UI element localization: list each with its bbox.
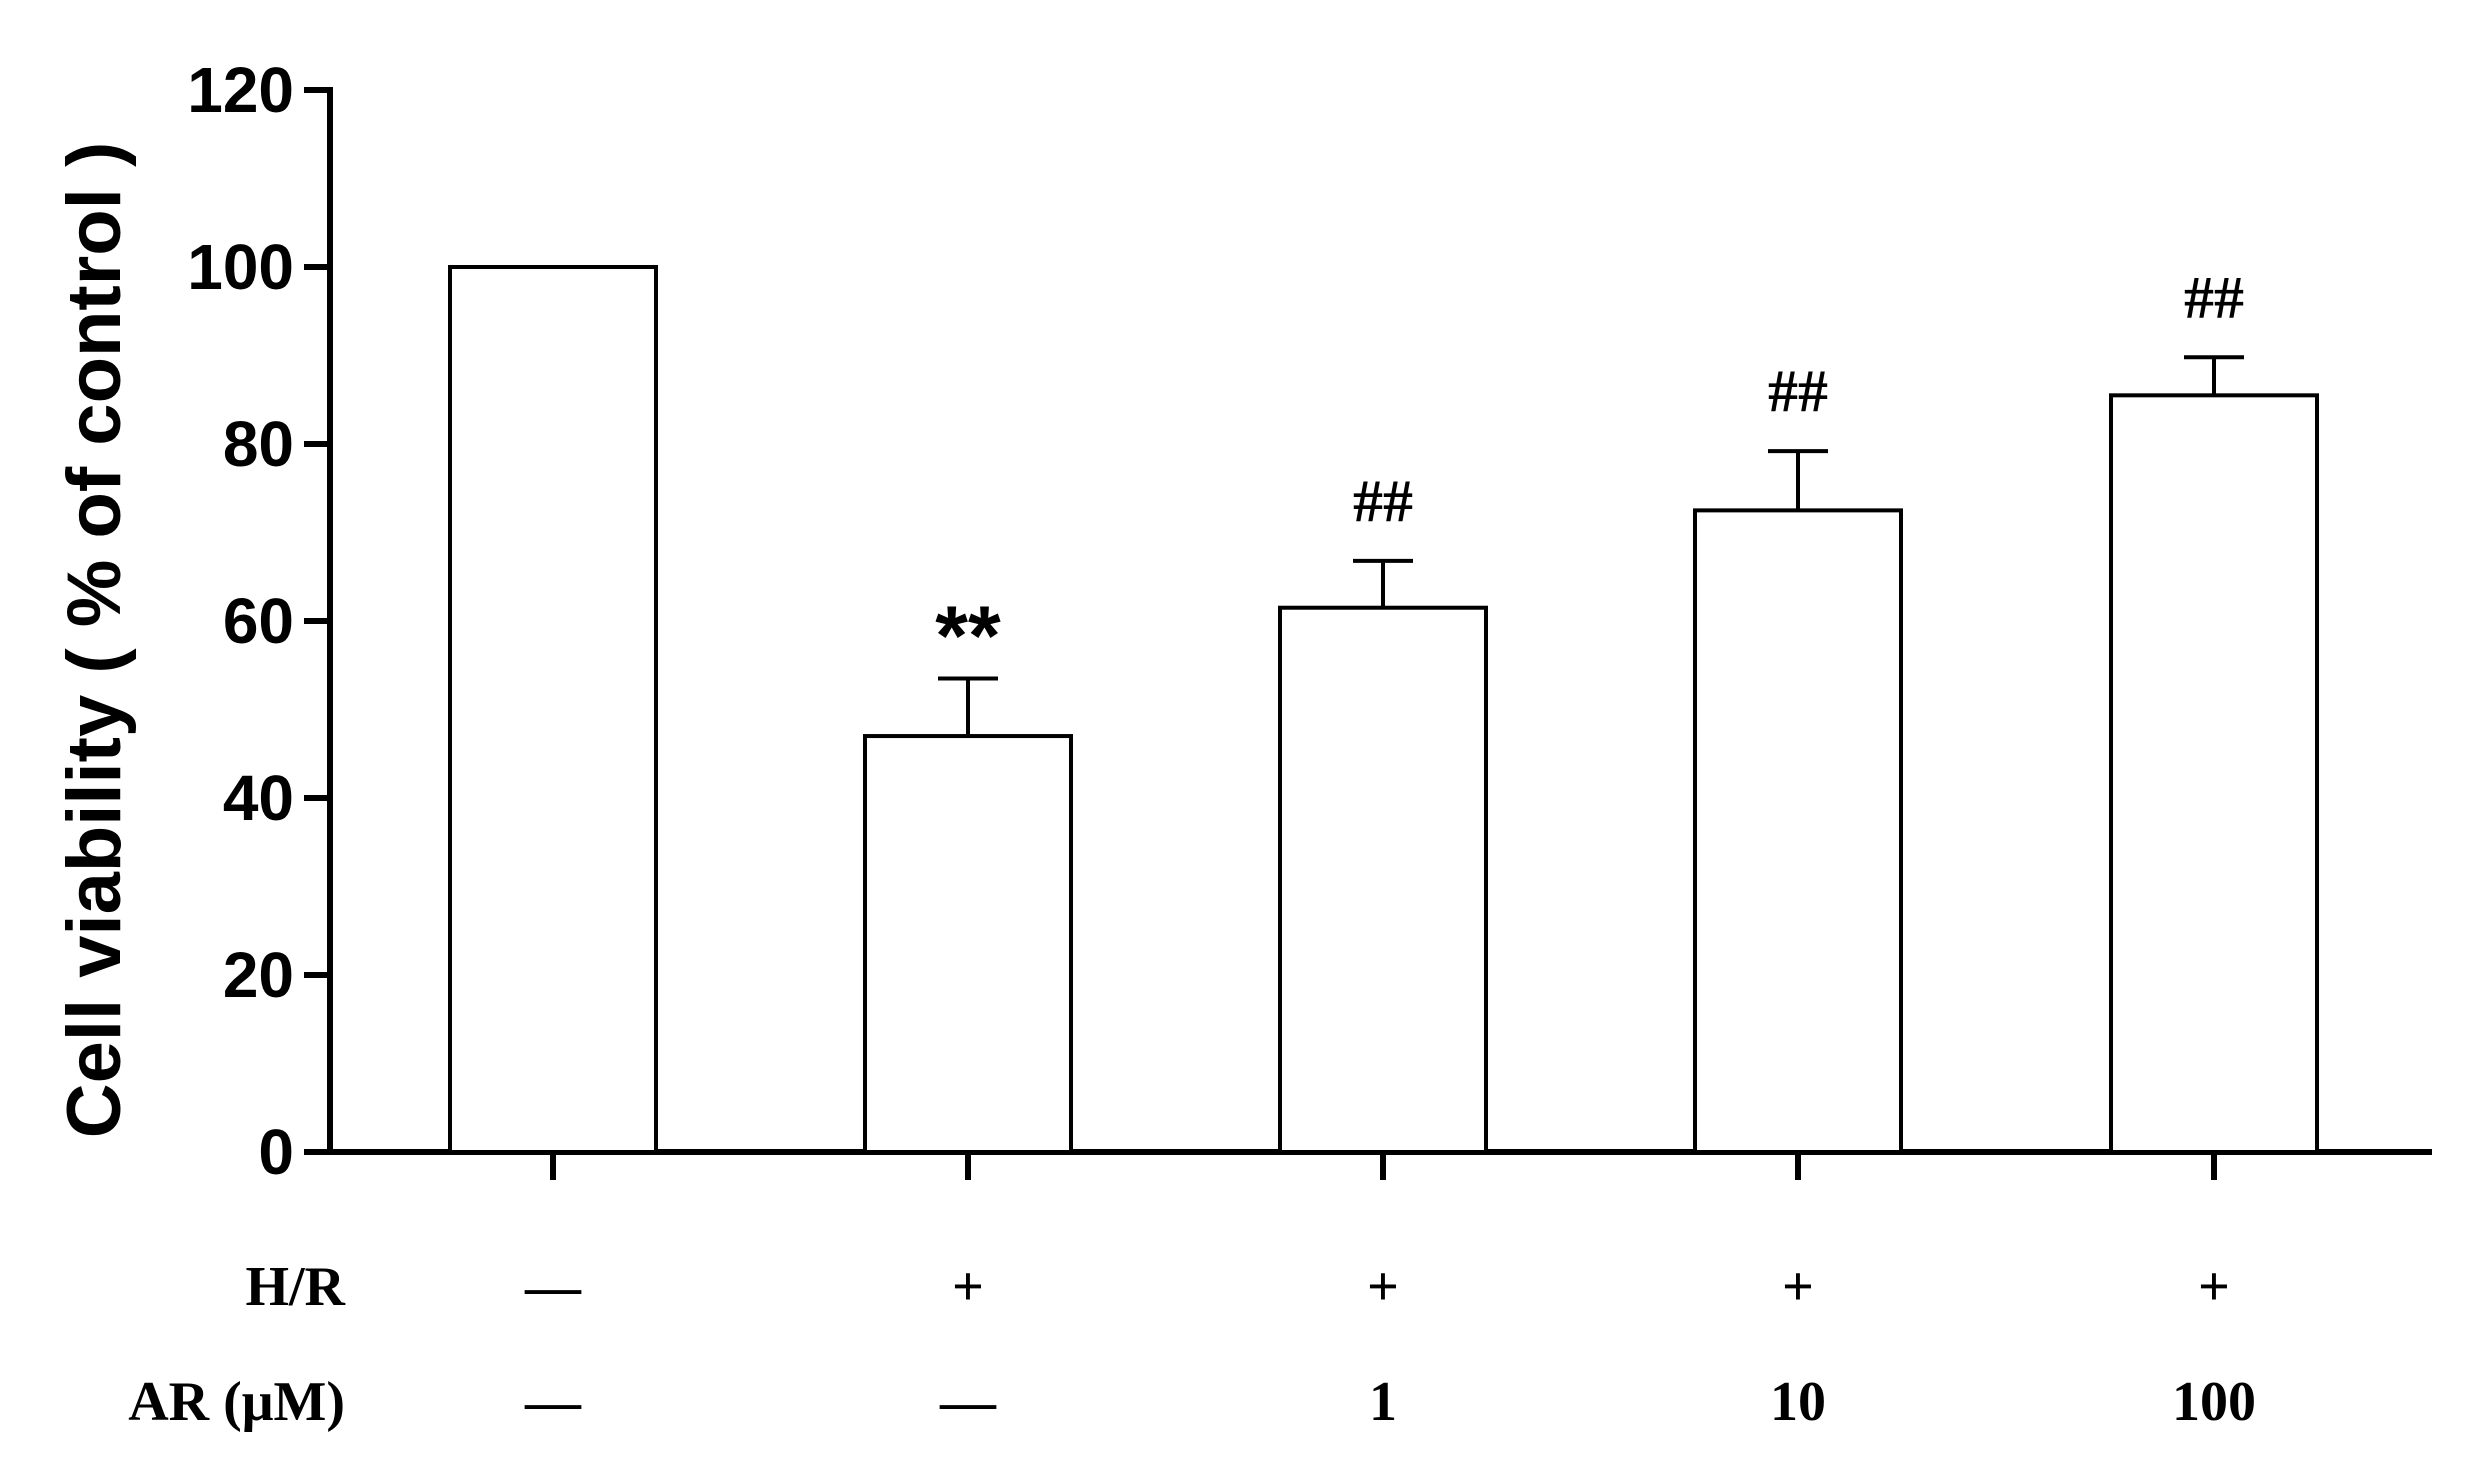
bars	[448, 265, 2319, 1154]
y-tick-label: 40	[223, 762, 294, 834]
error-bars	[938, 355, 2244, 737]
y-tick-label: 0	[258, 1116, 294, 1188]
significance-label: ##	[1353, 468, 1413, 534]
y-axis-label: Cell viability ( % of control )	[52, 142, 137, 1139]
y-tick-label: 60	[223, 585, 294, 657]
x-axis	[327, 1149, 2432, 1180]
treatment-cell: —	[524, 1371, 582, 1433]
treatment-cell: 100	[2172, 1371, 2256, 1433]
treatment-cell: +	[1782, 1256, 1814, 1318]
significance-label: **	[935, 589, 1001, 683]
treatment-cell: 1	[1369, 1371, 1397, 1433]
treatment-row-label: AR (μM)	[128, 1371, 345, 1433]
y-tick-label: 120	[187, 54, 294, 126]
treatment-cell: 10	[1770, 1371, 1826, 1433]
bar	[1693, 508, 1903, 1154]
bar	[2109, 393, 2319, 1154]
treatment-row-label: H/R	[245, 1256, 345, 1318]
treatment-cell: +	[2198, 1256, 2230, 1318]
bar	[448, 265, 658, 1154]
bar	[863, 734, 1073, 1154]
y-tick-label: 80	[223, 408, 294, 480]
y-tick-label: 100	[187, 231, 294, 303]
treatment-cell: +	[952, 1256, 984, 1318]
treatment-cell: —	[524, 1256, 582, 1318]
treatment-table: H/R — + + + + AR (μM) — — 1 10 100	[128, 1256, 2256, 1433]
treatment-cell: —	[939, 1371, 997, 1433]
y-axis: 0 20 40 60 80 100 120	[187, 54, 333, 1188]
significance-label: ##	[1768, 358, 1828, 424]
bar	[1278, 605, 1488, 1154]
significance-label: ##	[2184, 264, 2244, 330]
y-tick-label: 20	[223, 939, 294, 1011]
significance-marks: ** ## ## ##	[935, 264, 2244, 682]
treatment-cell: +	[1367, 1256, 1399, 1318]
